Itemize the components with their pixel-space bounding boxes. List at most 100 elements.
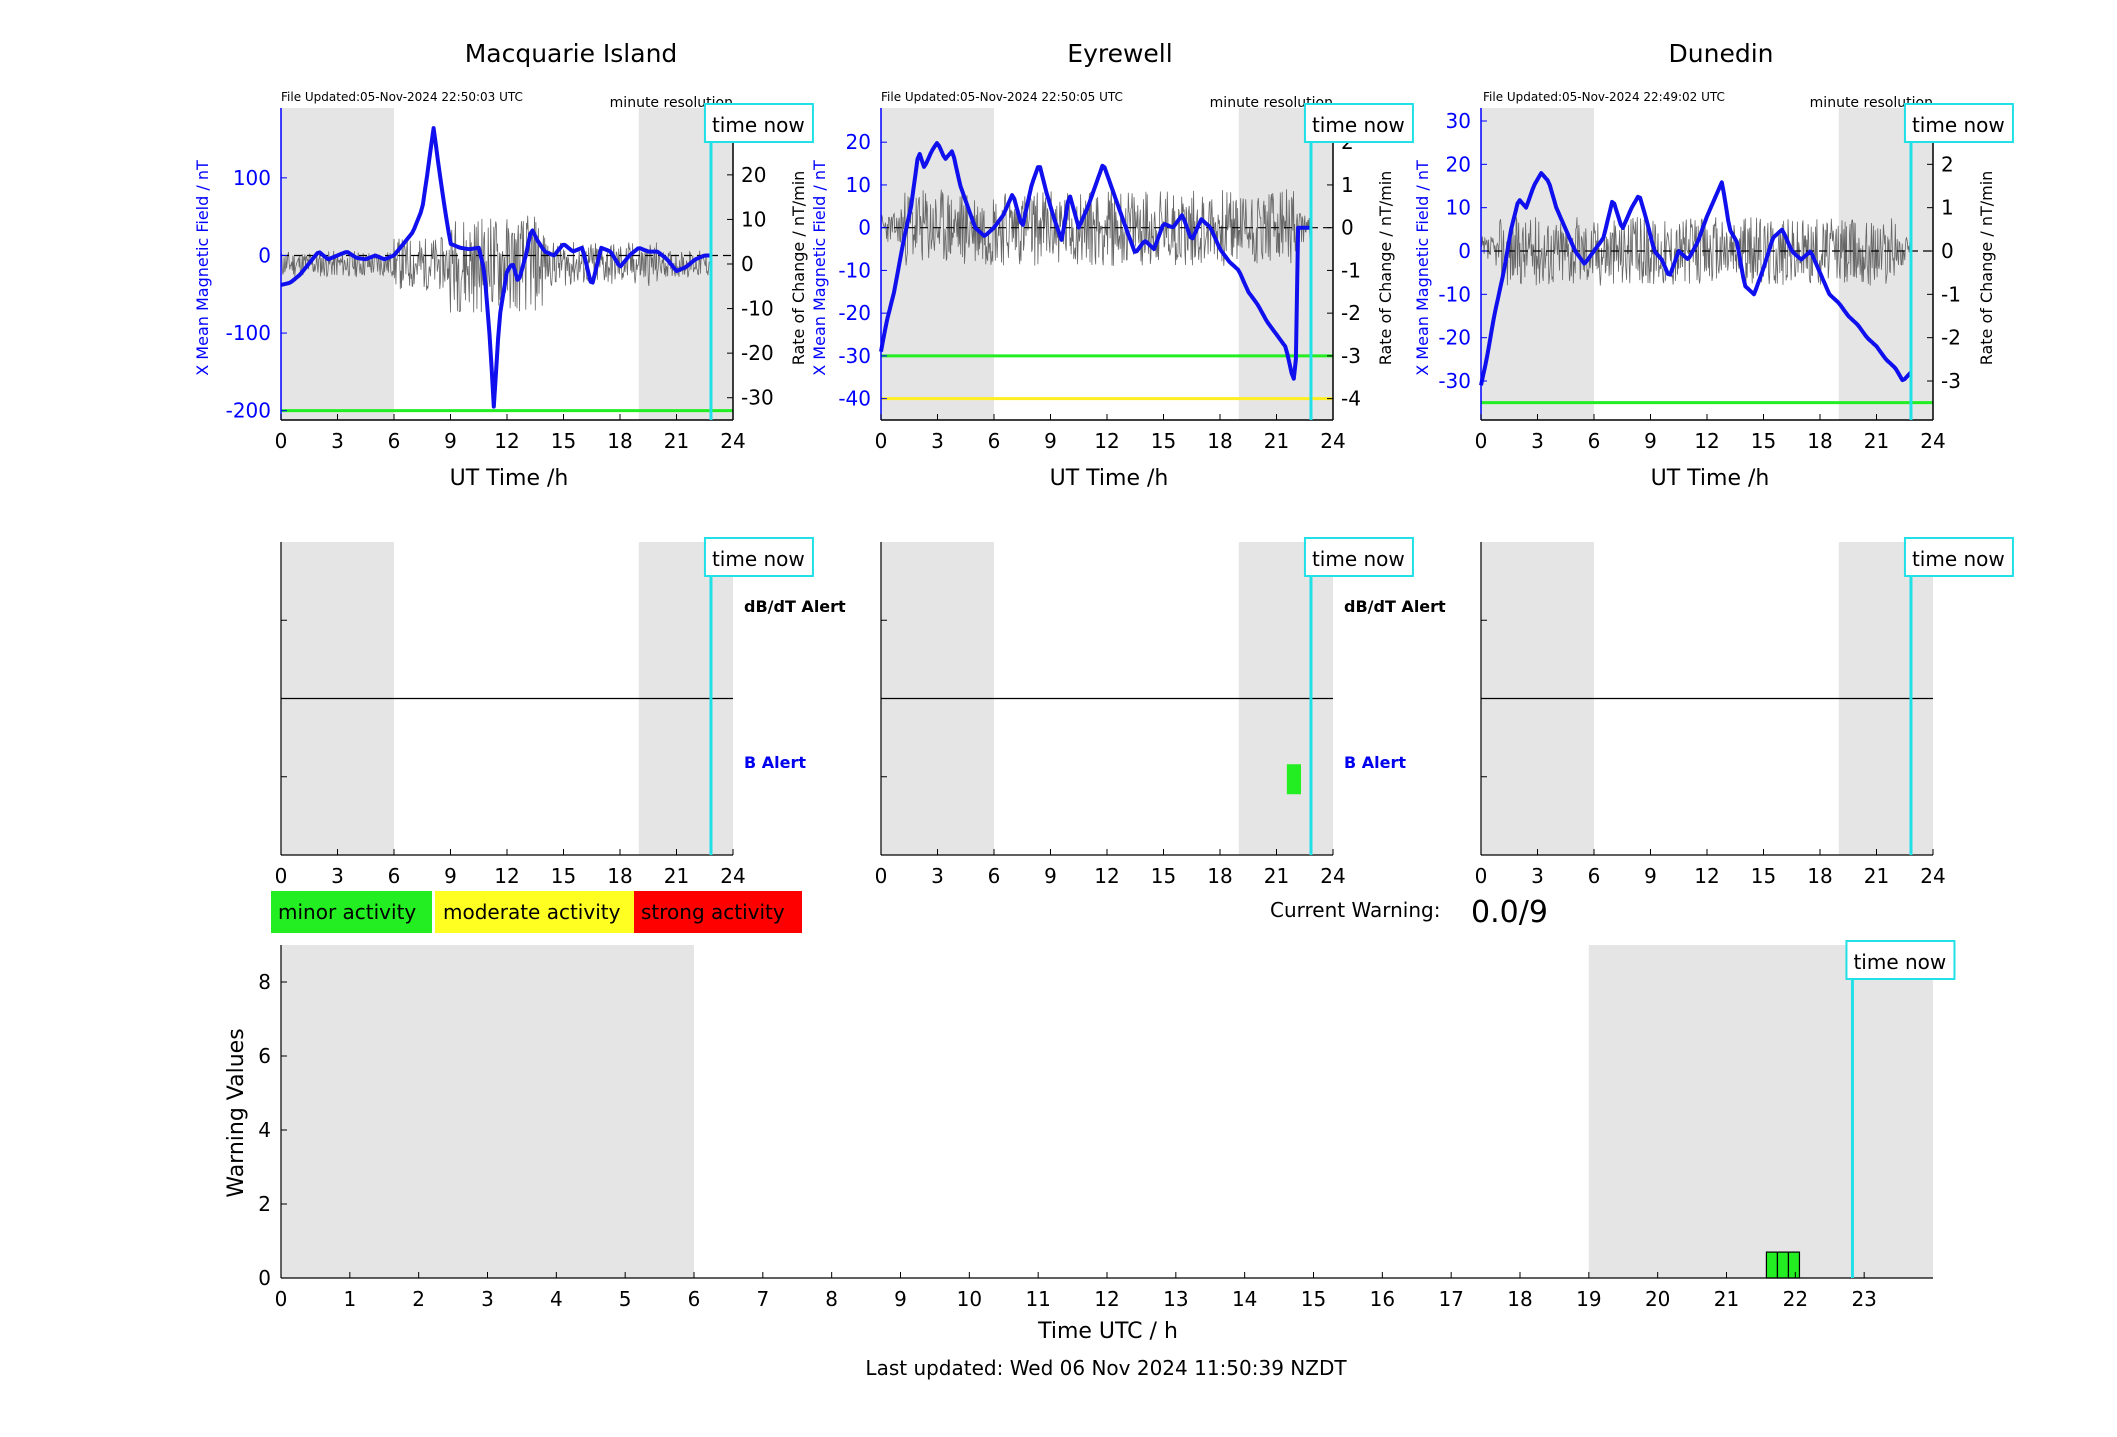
- x-tick-label: 23: [1851, 1287, 1876, 1311]
- x-tick-label: 17: [1438, 1287, 1463, 1311]
- x-tick-label: 15: [1151, 864, 1176, 888]
- right-tick-label: -2: [1341, 301, 1361, 325]
- x-tick-label: 1: [343, 1287, 356, 1311]
- station-title: Macquarie Island: [465, 39, 678, 68]
- x-tick-label: 7: [756, 1287, 769, 1311]
- x-tick-label: 0: [275, 1287, 288, 1311]
- left-tick-label: 0: [258, 243, 271, 267]
- legend-label-strong: strong activity: [641, 900, 785, 924]
- x-tick-label: 0: [1475, 864, 1488, 888]
- x-tick-label: 5: [619, 1287, 632, 1311]
- field-plot: -30-20-100102030-3-2-1012303691215182124…: [1438, 103, 2014, 453]
- y-axis-label-right: Rate of Change / nT/min: [789, 171, 808, 366]
- station-title: Eyrewell: [1067, 39, 1172, 68]
- x-tick-label: 0: [275, 864, 288, 888]
- y-tick-label: 2: [258, 1192, 271, 1216]
- x-tick-label: 12: [494, 864, 519, 888]
- file-updated-text: File Updated:05-Nov-2024 22:50:05 UTC: [881, 90, 1123, 104]
- x-tick-label: 21: [1714, 1287, 1739, 1311]
- x-tick-label: 15: [551, 429, 576, 453]
- legend-swatch-moderate: [435, 891, 634, 933]
- x-tick-label: 3: [331, 429, 344, 453]
- x-tick-label: 21: [1864, 429, 1889, 453]
- station-title: Dunedin: [1669, 39, 1774, 68]
- current-warning-label: Current Warning:: [1270, 898, 1440, 922]
- x-tick-label: 21: [1264, 429, 1289, 453]
- y-tick-label: 8: [258, 970, 271, 994]
- x-tick-label: 18: [607, 429, 632, 453]
- x-tick-label: 9: [1044, 429, 1057, 453]
- x-tick-label: 3: [331, 864, 344, 888]
- right-tick-label: 1: [1941, 196, 1954, 220]
- warning-bar: [1787, 1251, 1801, 1279]
- right-tick-label: 1: [1341, 173, 1354, 197]
- time-now-label: time now: [1912, 547, 2005, 571]
- time-now-label: time now: [1312, 113, 1405, 137]
- right-tick-label: -30: [741, 386, 774, 410]
- x-tick-label: 18: [607, 864, 632, 888]
- x-tick-label: 20: [1645, 1287, 1670, 1311]
- left-tick-label: -30: [1438, 369, 1471, 393]
- file-updated-text: File Updated:05-Nov-2024 22:49:02 UTC: [1483, 90, 1725, 104]
- x-tick-label: 4: [550, 1287, 563, 1311]
- x-tick-label: 9: [444, 429, 457, 453]
- left-tick-label: -40: [838, 387, 871, 411]
- dbdt-alert-label: dB/dT Alert: [744, 597, 846, 616]
- right-tick-label: -2: [1941, 326, 1961, 350]
- x-tick-label: 12: [1094, 1287, 1119, 1311]
- x-tick-label: 0: [1475, 429, 1488, 453]
- x-tick-label: 3: [931, 429, 944, 453]
- warning-y-axis-label: Warning Values: [224, 1028, 249, 1197]
- x-tick-label: 6: [1588, 864, 1601, 888]
- x-tick-label: 24: [1320, 429, 1345, 453]
- x-tick-label: 2: [412, 1287, 425, 1311]
- time-now-box: [1903, 537, 2014, 577]
- left-tick-label: 30: [1446, 109, 1471, 133]
- left-tick-label: -10: [1438, 282, 1471, 306]
- x-tick-label: 9: [1644, 429, 1657, 453]
- x-tick-label: 12: [1094, 429, 1119, 453]
- time-now-box: [1845, 940, 1956, 980]
- x-tick-label: 18: [1807, 864, 1832, 888]
- field-plot: -200-1000100-30-20-100102030036912151821…: [226, 103, 814, 453]
- x-tick-label: 12: [1094, 864, 1119, 888]
- time-now-label: time now: [1853, 950, 1946, 974]
- x-tick-label: 14: [1232, 1287, 1257, 1311]
- right-tick-label: 10: [741, 207, 766, 231]
- time-now-label: time now: [712, 547, 805, 571]
- x-tick-label: 18: [1207, 429, 1232, 453]
- warning-bar: [1765, 1251, 1779, 1279]
- x-tick-label: 24: [720, 429, 745, 453]
- x-tick-label: 3: [931, 864, 944, 888]
- time-now-box: [703, 103, 814, 143]
- y-tick-label: 4: [258, 1118, 271, 1142]
- right-tick-label: -3: [1341, 344, 1361, 368]
- y-tick-label: 0: [258, 1266, 271, 1290]
- x-tick-label: 9: [894, 1287, 907, 1311]
- activity-legend: minor activity moderate activity strong …: [271, 891, 802, 933]
- alert-panel-eyrewell: dB/dT Alert B Alert 0 3 6 9 12 15 18 21 24 time n…: [875, 537, 1446, 888]
- left-tick-label: 0: [858, 216, 871, 240]
- station-panel-dunedin: Dunedin File Updated:05-Nov-2024 22:49:0…: [1413, 39, 2014, 491]
- legend-swatch-strong: [634, 891, 802, 933]
- night-shading: [1588, 945, 1933, 1278]
- y-tick-label: 6: [258, 1044, 271, 1068]
- left-tick-label: -20: [838, 301, 871, 325]
- x-tick-label: 15: [1751, 864, 1776, 888]
- x-tick-label: 24: [1920, 864, 1945, 888]
- x-axis-label: UT Time /h: [1050, 466, 1169, 491]
- left-tick-label: 20: [1446, 152, 1471, 176]
- y-axis-label-right: Rate of Change / nT/min: [1977, 171, 1996, 366]
- field-series: [280, 126, 711, 409]
- left-tick-label: -10: [838, 258, 871, 282]
- x-tick-label: 0: [875, 429, 888, 453]
- last-updated-text: Last updated: Wed 06 Nov 2024 11:50:39 N…: [865, 1356, 1347, 1380]
- x-tick-label: 12: [1694, 429, 1719, 453]
- right-tick-label: 2: [1941, 152, 1954, 176]
- right-tick-label: -20: [741, 341, 774, 365]
- x-tick-label: 21: [1864, 864, 1889, 888]
- x-tick-label: 3: [1531, 429, 1544, 453]
- rate-of-change-series: [880, 189, 1311, 266]
- left-tick-label: -200: [226, 399, 271, 423]
- x-tick-label: 24: [1320, 864, 1345, 888]
